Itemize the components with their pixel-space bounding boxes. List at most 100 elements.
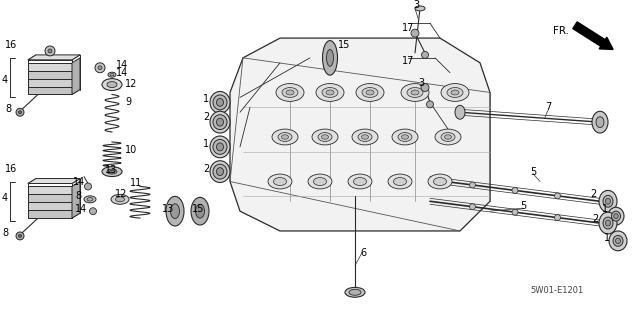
Circle shape <box>90 208 97 215</box>
Text: 5: 5 <box>520 201 526 211</box>
Ellipse shape <box>345 287 365 297</box>
Ellipse shape <box>166 197 184 226</box>
Text: 17: 17 <box>402 56 414 66</box>
Ellipse shape <box>322 87 338 97</box>
Ellipse shape <box>611 211 621 221</box>
Circle shape <box>421 84 429 92</box>
Text: FR.: FR. <box>553 26 569 36</box>
Ellipse shape <box>321 135 328 139</box>
Ellipse shape <box>110 73 114 76</box>
Ellipse shape <box>388 174 412 189</box>
Ellipse shape <box>276 84 304 101</box>
Text: 13: 13 <box>105 165 117 174</box>
Ellipse shape <box>102 167 122 176</box>
Ellipse shape <box>109 170 115 173</box>
Polygon shape <box>72 58 80 94</box>
Text: 14: 14 <box>116 68 128 78</box>
Ellipse shape <box>282 87 298 97</box>
Ellipse shape <box>84 196 96 203</box>
Circle shape <box>426 101 433 108</box>
Text: 3: 3 <box>418 78 424 88</box>
Ellipse shape <box>272 129 298 145</box>
Text: 4: 4 <box>2 75 8 85</box>
Ellipse shape <box>392 129 418 145</box>
Ellipse shape <box>592 111 608 133</box>
Ellipse shape <box>210 136 230 158</box>
Ellipse shape <box>398 133 412 141</box>
Ellipse shape <box>435 129 461 145</box>
Ellipse shape <box>278 133 292 141</box>
Text: 1: 1 <box>203 94 209 104</box>
Ellipse shape <box>428 174 452 189</box>
Text: 9: 9 <box>125 97 131 108</box>
Ellipse shape <box>195 204 205 218</box>
Ellipse shape <box>115 197 125 202</box>
Text: 7: 7 <box>545 102 551 112</box>
Polygon shape <box>28 202 72 210</box>
Ellipse shape <box>213 115 227 130</box>
Ellipse shape <box>107 82 117 87</box>
Ellipse shape <box>599 190 617 212</box>
Text: 2: 2 <box>590 189 596 199</box>
Text: 1: 1 <box>203 139 209 149</box>
Ellipse shape <box>312 129 338 145</box>
Circle shape <box>470 182 476 188</box>
Text: 17: 17 <box>402 23 414 33</box>
Ellipse shape <box>362 87 378 97</box>
Text: 2: 2 <box>203 164 209 174</box>
Text: 1: 1 <box>602 204 608 214</box>
Polygon shape <box>28 55 80 60</box>
Ellipse shape <box>191 197 209 225</box>
Circle shape <box>19 234 22 237</box>
Circle shape <box>84 183 92 190</box>
Text: 11: 11 <box>130 179 142 189</box>
Polygon shape <box>28 179 80 183</box>
Ellipse shape <box>614 214 618 219</box>
Ellipse shape <box>447 87 463 97</box>
Ellipse shape <box>433 178 447 185</box>
Ellipse shape <box>107 169 117 174</box>
Polygon shape <box>230 38 490 231</box>
Ellipse shape <box>394 178 406 185</box>
Ellipse shape <box>455 105 465 119</box>
Polygon shape <box>72 182 80 218</box>
Circle shape <box>19 111 22 114</box>
Ellipse shape <box>170 204 179 219</box>
Ellipse shape <box>362 135 369 139</box>
Ellipse shape <box>441 133 455 141</box>
Text: 2: 2 <box>592 214 598 224</box>
Ellipse shape <box>415 6 425 11</box>
Polygon shape <box>28 210 72 218</box>
Text: 8: 8 <box>5 104 11 114</box>
Ellipse shape <box>326 49 333 66</box>
Ellipse shape <box>314 178 326 185</box>
Circle shape <box>16 232 24 240</box>
Text: 8: 8 <box>75 191 81 201</box>
Text: 15: 15 <box>338 40 350 50</box>
Text: 16: 16 <box>5 40 17 50</box>
Ellipse shape <box>366 90 374 95</box>
Ellipse shape <box>216 168 223 175</box>
Ellipse shape <box>273 178 287 185</box>
Ellipse shape <box>308 174 332 189</box>
Ellipse shape <box>603 195 613 207</box>
Circle shape <box>422 51 429 58</box>
Text: 12: 12 <box>115 189 127 199</box>
FancyArrow shape <box>573 22 613 49</box>
Ellipse shape <box>445 135 451 139</box>
Ellipse shape <box>210 92 230 113</box>
Text: 5: 5 <box>530 167 536 177</box>
Ellipse shape <box>316 84 344 101</box>
Ellipse shape <box>356 84 384 101</box>
Ellipse shape <box>605 220 611 226</box>
Text: 14: 14 <box>73 176 85 187</box>
Ellipse shape <box>407 87 423 97</box>
Ellipse shape <box>348 174 372 189</box>
Ellipse shape <box>349 289 361 295</box>
Ellipse shape <box>213 139 227 154</box>
Circle shape <box>512 188 518 193</box>
Text: 8: 8 <box>2 228 8 238</box>
Text: 3: 3 <box>413 0 419 11</box>
Circle shape <box>554 193 561 199</box>
Text: 13: 13 <box>162 204 174 214</box>
